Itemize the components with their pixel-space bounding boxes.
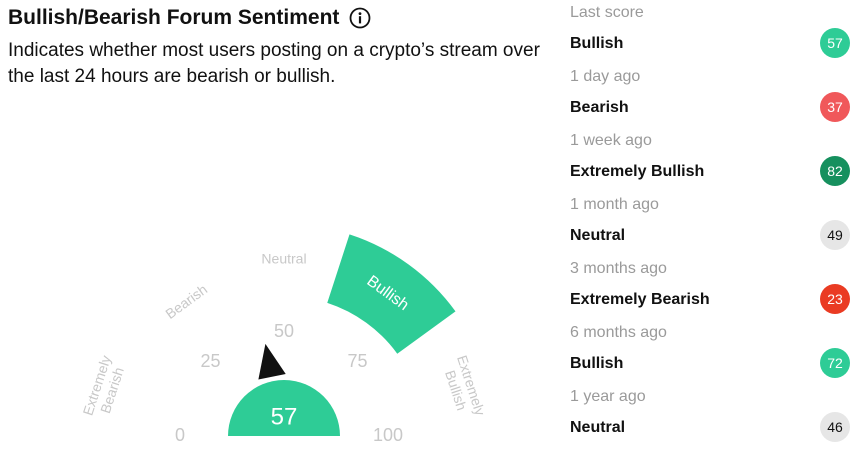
history-time: 1 week ago [570, 132, 652, 149]
zone-label-neutral: Neutral [261, 251, 306, 267]
zone-label-extremely-bullish: ExtremelyBullish [439, 353, 489, 422]
history-score-badge: 23 [820, 284, 850, 314]
history-item: 1 day ago Bearish 37 [570, 64, 850, 128]
gauge-pointer-icon [258, 343, 286, 380]
history-sentiment-label: Bearish [570, 99, 629, 116]
history-score-badge: 82 [820, 156, 850, 186]
history-sentiment-label: Bullish [570, 355, 624, 372]
tick-label-25: 25 [200, 351, 220, 371]
info-circle-icon[interactable] [349, 7, 371, 29]
history-time: 6 months ago [570, 324, 667, 341]
tick-label-75: 75 [348, 351, 368, 371]
history-sentiment-label: Bullish [570, 35, 624, 52]
history-item: 3 months ago Extremely Bearish 23 [570, 256, 850, 320]
history-time: 1 day ago [570, 68, 641, 85]
tick-label-100: 100 [373, 425, 403, 445]
history-item: Last score Bullish 57 [570, 0, 850, 64]
history-score-badge: 72 [820, 348, 850, 378]
history-score-badge: 37 [820, 92, 850, 122]
history-score-badge: 49 [820, 220, 850, 250]
widget-title: Bullish/Bearish Forum Sentiment [8, 6, 340, 29]
sentiment-history: Last score Bullish 57 1 day ago Bearish 37 1 w… [560, 0, 860, 460]
history-score-badge: 57 [820, 28, 850, 58]
tick-label-0: 0 [175, 425, 185, 445]
history-item: 1 year ago Neutral 46 [570, 384, 850, 448]
history-item: 1 month ago Neutral 49 [570, 192, 850, 256]
history-score-badge: 46 [820, 412, 850, 442]
sentiment-gauge: ExtremelyBearishBearishNeutralBullishExt… [80, 234, 489, 445]
history-sentiment-label: Extremely Bullish [570, 163, 705, 180]
history-item: 1 week ago Extremely Bullish 82 [570, 128, 850, 192]
active-zone-wedge [327, 234, 456, 354]
tick-label-50: 50 [274, 321, 294, 341]
history-time: Last score [570, 4, 644, 21]
sentiment-widget: Bullish/Bearish Forum Sentiment Indicate… [8, 6, 540, 445]
history-sentiment-label: Neutral [570, 419, 626, 436]
zone-label-extremely-bearish: ExtremelyBearish [80, 353, 130, 422]
title-row: Bullish/Bearish Forum Sentiment [8, 6, 371, 30]
history-time: 3 months ago [570, 260, 667, 277]
history-item: 6 months ago Bullish 72 [570, 320, 850, 384]
widget-description: Indicates whether most users posting on … [8, 40, 540, 87]
history-time: 1 month ago [570, 196, 659, 213]
zone-label-bearish: Bearish [162, 281, 210, 322]
history-sentiment-label: Extremely Bearish [570, 291, 710, 308]
gauge-value: 57 [271, 403, 298, 430]
history-sentiment-label: Neutral [570, 227, 626, 244]
history-time: 1 year ago [570, 388, 646, 405]
value-hub [228, 380, 340, 436]
